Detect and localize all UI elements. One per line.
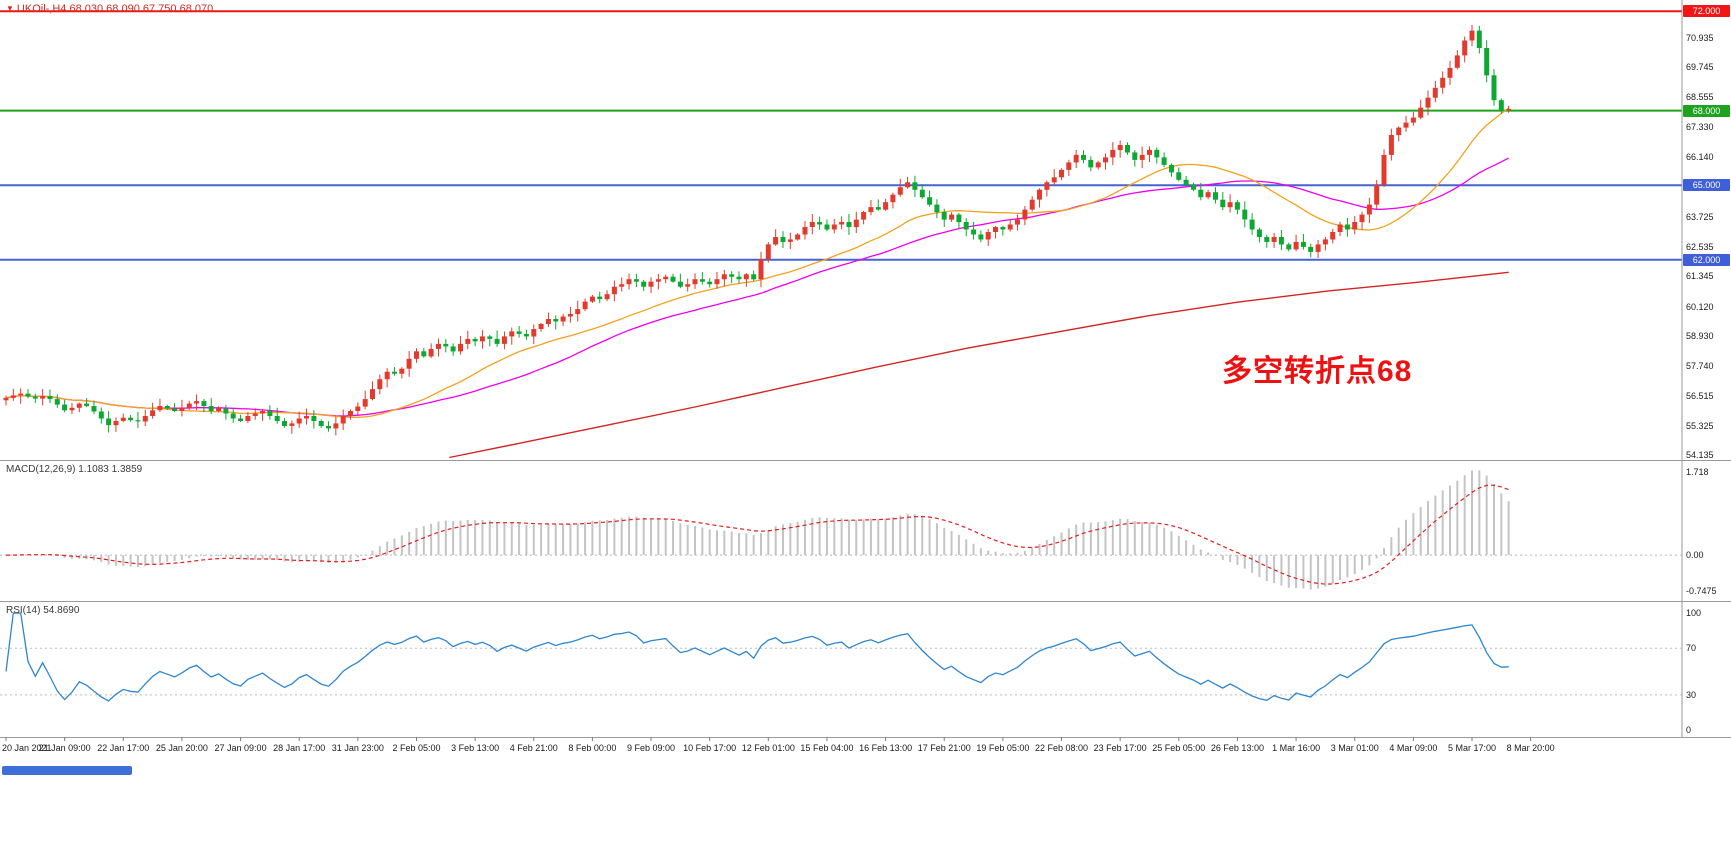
rsi-axis-label: 100 — [1686, 608, 1702, 619]
time-axis-label: 1 Mar 16:00 — [1272, 743, 1321, 753]
time-axis-label: 25 Jan 20:00 — [155, 743, 208, 753]
time-axis-label: 19 Feb 05:00 — [976, 743, 1030, 753]
chinese-annotation-text: 多空转折点68 — [1222, 355, 1413, 388]
macd-histogram — [12, 470, 1510, 590]
time-axis-label: 22 Feb 08:00 — [1034, 743, 1089, 753]
price-axis-label: 61.345 — [1686, 271, 1714, 282]
price-axis-label: 57.740 — [1686, 360, 1714, 371]
time-axis-label: 27 Jan 09:00 — [214, 743, 267, 753]
price-axis-label: 60.120 — [1686, 301, 1714, 312]
time-axis-label: 25 Feb 05:00 — [1152, 743, 1206, 753]
rsi-axis-label: 30 — [1686, 689, 1697, 700]
rsi-indicator-label: RSI(14) 54.8690 — [6, 605, 80, 616]
candlestick-series — [3, 24, 1512, 436]
time-axis-label: 28 Jan 17:00 — [273, 743, 326, 753]
ma-slow-line — [449, 271, 1509, 459]
rsi-axis-label: 70 — [1686, 643, 1697, 654]
horizontal-scrollbar[interactable] — [2, 766, 132, 775]
symbol-ohlc-text: UKOil-,H4 68.030 68.090 67.750 68.070 — [16, 3, 214, 15]
time-axis-label: 10 Feb 17:00 — [683, 743, 737, 753]
price-line-badge[interactable]: 65.000 — [1683, 179, 1730, 192]
time-axis-label: 4 Mar 09:00 — [1389, 743, 1438, 753]
price-axis-label: 68.555 — [1686, 91, 1714, 102]
time-axis-label: 20 Jan 2021 — [2, 743, 52, 753]
time-axis-label: 8 Feb 00:00 — [568, 743, 617, 753]
time-axis-label: 8 Mar 20:00 — [1506, 743, 1555, 753]
price-axis-label: 62.535 — [1686, 241, 1714, 252]
macd-axis-label: 0.00 — [1686, 550, 1704, 561]
time-axis-label: 5 Mar 17:00 — [1447, 743, 1497, 753]
macd-axis-label: -0.7475 — [1686, 586, 1717, 597]
price-line-badge[interactable]: 68.000 — [1683, 104, 1730, 117]
time-axis-label: 22 Jan 17:00 — [97, 743, 150, 753]
macd-axis-label: 1.718 — [1686, 467, 1709, 478]
chart-title: ▼ UKOil-,H4 68.030 68.090 67.750 68.070 — [6, 3, 213, 15]
time-axis-label: 21 Jan 09:00 — [38, 743, 91, 753]
ma-fast-line — [5, 107, 1510, 419]
ma-medium-line — [5, 157, 1509, 417]
time-axis-label: 9 Feb 09:00 — [627, 743, 676, 753]
time-axis-label: 17 Feb 21:00 — [917, 743, 971, 753]
macd-signal-line — [6, 484, 1509, 585]
price-axis-label: 66.140 — [1686, 151, 1714, 162]
price-axis-label: 54.135 — [1686, 450, 1714, 461]
price-line-badge[interactable]: 62.000 — [1683, 253, 1730, 266]
time-axis-label: 16 Feb 13:00 — [859, 743, 913, 753]
time-axis-label: 15 Feb 04:00 — [800, 743, 854, 753]
price-axis-label: 69.745 — [1686, 62, 1714, 73]
macd-indicator-label: MACD(12,26,9) 1.1083 1.3859 — [6, 464, 143, 475]
rsi-axis-label: 0 — [1686, 724, 1692, 735]
time-axis-label: 12 Feb 01:00 — [741, 743, 795, 753]
horizontal-level-lines[interactable] — [0, 10, 1682, 261]
rsi-line — [5, 612, 1509, 702]
time-axis-label: 23 Feb 17:00 — [1093, 743, 1147, 753]
price-axis-label: 67.330 — [1686, 122, 1714, 133]
time-axis-label: 31 Jan 23:00 — [331, 743, 384, 753]
time-axis-label: 26 Feb 13:00 — [1210, 743, 1264, 753]
time-axis-label: 2 Feb 05:00 — [392, 743, 441, 753]
time-axis-label: 3 Mar 01:00 — [1330, 743, 1379, 753]
price-axis-label: 55.325 — [1686, 420, 1714, 431]
price-axis-label: 63.725 — [1686, 211, 1714, 222]
time-axis-label: 3 Feb 13:00 — [451, 743, 500, 753]
price-line-badge[interactable]: 72.000 — [1683, 5, 1730, 18]
price-axis-label: 58.930 — [1686, 331, 1714, 342]
time-axis-label: 4 Feb 21:00 — [509, 743, 558, 753]
triangle-down-icon: ▼ — [6, 4, 14, 13]
price-axis-label: 56.515 — [1686, 391, 1714, 402]
price-axis-label: 70.935 — [1686, 32, 1714, 43]
